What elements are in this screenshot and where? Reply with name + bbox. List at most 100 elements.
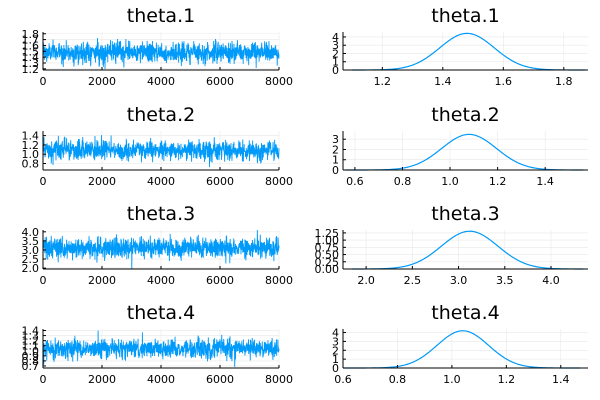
y-tick-label: 2.0 xyxy=(22,262,40,275)
y-tick-label: 2 xyxy=(332,47,339,60)
y-tick-label: 3.5 xyxy=(22,235,40,248)
trace-series-line xyxy=(42,330,280,367)
y-tick-label: 1.3 xyxy=(22,57,40,70)
trace-series-line xyxy=(42,229,280,270)
density-series-line xyxy=(343,330,580,369)
y-tick-label: 3 xyxy=(332,335,339,348)
y-tick-label: 1.8 xyxy=(22,28,40,41)
y-tick-label: 1.0 xyxy=(22,148,40,161)
y-tick-label: 1.2 xyxy=(22,335,40,348)
x-tick-label: 0.8 xyxy=(394,175,412,188)
panel-title: theta.1 xyxy=(127,5,195,27)
y-tick-label: 0.8 xyxy=(22,355,40,368)
y-tick-label: 1.2 xyxy=(22,139,40,152)
y-tick-label: 1.25 xyxy=(315,227,340,240)
x-tick-label: 4000 xyxy=(147,75,175,88)
x-tick-label: 4.0 xyxy=(542,274,560,287)
y-tick-label: 0.00 xyxy=(315,263,340,276)
density-series-line xyxy=(345,133,584,171)
x-tick-label: 0.6 xyxy=(334,373,352,386)
y-tick-label: 0 xyxy=(332,64,339,77)
y-tick-label: 0 xyxy=(332,164,339,177)
y-tick-label: 1.1 xyxy=(22,340,40,353)
x-tick-label: 3.5 xyxy=(496,274,514,287)
x-tick-label: 4000 xyxy=(147,175,175,188)
y-tick-label: 1 xyxy=(332,56,339,69)
x-tick-label: 4000 xyxy=(147,274,175,287)
y-tick-label: 0.7 xyxy=(22,360,40,373)
trace-plot-theta-4: theta.40 2000 4000 6000 80000.70.80.91.01.11… xyxy=(22,302,294,386)
panel-title: theta.4 xyxy=(431,302,499,324)
density-series-line xyxy=(352,230,584,270)
y-tick-label: 0.9 xyxy=(22,350,40,363)
x-tick-label: 0 xyxy=(40,75,47,88)
x-tick-label: 1.8 xyxy=(555,75,573,88)
y-tick-label: 4 xyxy=(332,327,339,340)
y-tick-label: 1.4 xyxy=(22,51,40,64)
x-tick-label: 2.5 xyxy=(404,274,422,287)
x-tick-label: 2.0 xyxy=(357,274,375,287)
panel-title: theta.2 xyxy=(127,104,195,126)
y-tick-label: 0.75 xyxy=(315,241,340,254)
y-tick-label: 0.8 xyxy=(22,158,40,171)
x-tick-label: 2000 xyxy=(88,373,116,386)
x-tick-label: 3.0 xyxy=(450,274,468,287)
y-tick-label: 2 xyxy=(332,143,339,156)
y-tick-label: 1.5 xyxy=(22,45,40,58)
trace-plot-theta-1: theta.1 0 2000 4000 6000 8000 1.21.31.41.51.61… xyxy=(22,5,294,88)
y-tick-label: 1.00 xyxy=(315,234,340,247)
y-tick-label: 1 xyxy=(332,154,339,167)
x-tick-label: 0.6 xyxy=(346,175,364,188)
y-tick-label: 1.4 xyxy=(22,130,40,143)
x-tick-label: 1.6 xyxy=(495,75,513,88)
x-tick-label: 1.2 xyxy=(498,373,516,386)
y-tick-label: 1.3 xyxy=(22,330,40,343)
panel-title: theta.3 xyxy=(431,203,499,225)
trace-plot-theta-2: theta.2 0 2000 4000 6000 8000 0.81.01.21.4 xyxy=(22,104,294,188)
y-tick-label: 2 xyxy=(332,344,339,357)
y-tick-label: 3.0 xyxy=(22,244,40,257)
density-plot-theta-3: theta.3 2.0 2.5 3.0 3.5 4.0 0.000.250.500.751.… xyxy=(315,203,588,287)
x-tick-label: 6000 xyxy=(206,274,234,287)
x-tick-label: 2000 xyxy=(88,274,116,287)
y-tick-label: 4.0 xyxy=(22,226,40,239)
y-tick-label: 1.4 xyxy=(22,325,40,338)
x-tick-label: 0 xyxy=(40,373,47,386)
y-tick-label: 2.5 xyxy=(22,253,40,266)
panel-title: theta.3 xyxy=(127,203,195,225)
trace-series-line xyxy=(42,135,280,168)
x-tick-label: 0 xyxy=(40,175,47,188)
y-tick-label: 4 xyxy=(332,31,339,44)
y-tick-label: 0.50 xyxy=(315,249,340,262)
y-tick-label: 1.2 xyxy=(22,63,40,76)
x-tick-label: 8000 xyxy=(265,75,293,88)
x-tick-label: 1.4 xyxy=(552,373,570,386)
y-tick-label: 1.7 xyxy=(22,34,40,47)
x-tick-label: 0.8 xyxy=(389,373,407,386)
x-tick-label: 1.4 xyxy=(536,175,554,188)
x-tick-label: 8000 xyxy=(265,373,293,386)
trace-series-line xyxy=(42,38,280,70)
x-tick-label: 6000 xyxy=(206,175,234,188)
y-tick-label: 1.0 xyxy=(22,345,40,358)
x-tick-label: 8000 xyxy=(265,274,293,287)
density-series-line xyxy=(352,32,585,71)
x-tick-label: 6000 xyxy=(206,373,234,386)
y-tick-label: 1 xyxy=(332,353,339,366)
panel-title: theta.1 xyxy=(431,5,499,27)
x-tick-label: 4000 xyxy=(147,373,175,386)
y-tick-label: 0 xyxy=(332,362,339,375)
x-tick-label: 2000 xyxy=(88,175,116,188)
x-tick-label: 1.4 xyxy=(434,75,452,88)
x-tick-label: 8000 xyxy=(265,175,293,188)
y-tick-label: 3 xyxy=(332,133,339,146)
x-tick-label: 1.2 xyxy=(489,175,507,188)
trace-plot-theta-3: theta.3 0 2000 4000 6000 8000 2.02.53.03.54.0 xyxy=(22,203,294,287)
x-tick-label: 1.0 xyxy=(443,373,461,386)
x-tick-label: 6000 xyxy=(206,75,234,88)
x-tick-label: 2000 xyxy=(88,75,116,88)
